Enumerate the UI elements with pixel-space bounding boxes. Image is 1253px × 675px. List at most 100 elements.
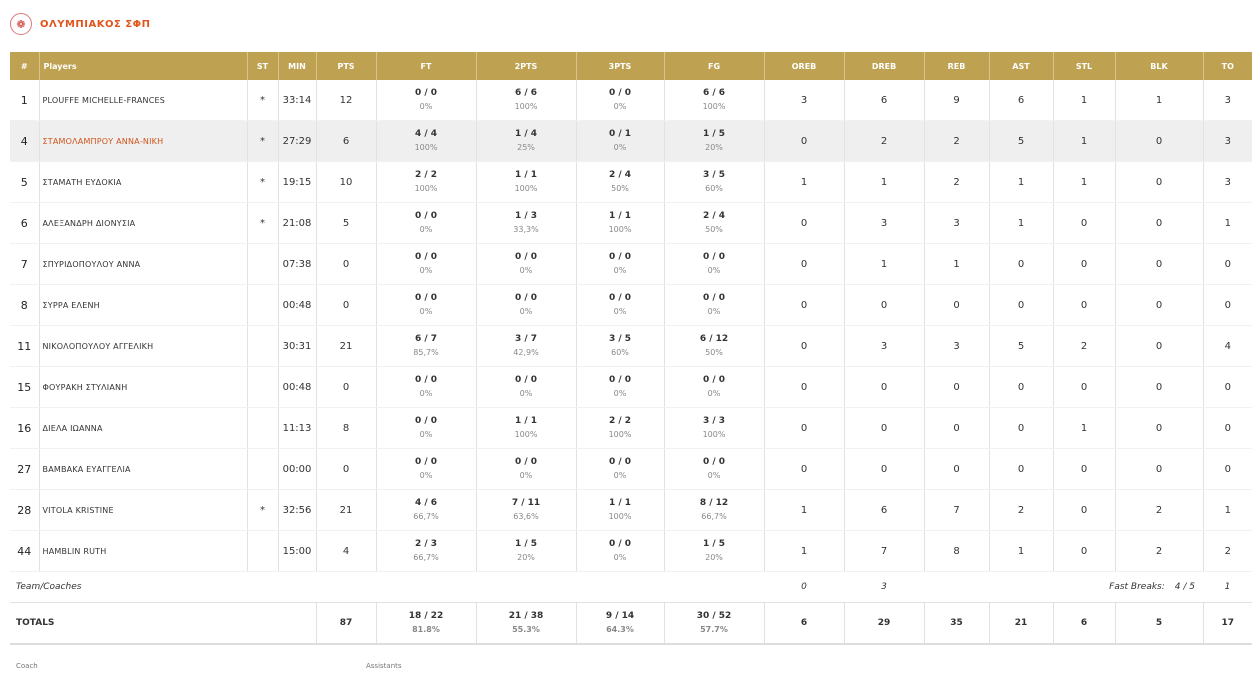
player-2pts-pct: 20% (517, 553, 535, 562)
player-stl: 2 (1052, 325, 1115, 367)
col-header-3pts[interactable]: 3PTS (575, 52, 664, 80)
player-fg: 0 / 0 0% (663, 284, 764, 326)
col-header-players[interactable]: Players (38, 52, 247, 80)
player-3pts-made: 0 / 0 (608, 252, 632, 262)
col-header-min[interactable]: MIN (277, 52, 316, 80)
player-name-link[interactable]: HAMBLIN RUTH (38, 530, 247, 572)
player-points: 5 (315, 202, 376, 244)
col-header-stl[interactable]: STL (1052, 52, 1115, 80)
player-fg: 6 / 6 100% (663, 80, 764, 121)
totals-2pts: 21 / 38 55.3% (475, 602, 576, 645)
col-header-fg[interactable]: FG (663, 52, 764, 80)
player-dreb: 2 (843, 120, 924, 162)
totals-fg-made: 30 / 52 (696, 611, 732, 621)
player-fg-made: 8 / 12 (699, 498, 729, 508)
player-name-link[interactable]: ΝΙΚΟΛΟΠΟΥΛΟΥ ΑΓΓΕΛΙΚΗ (38, 325, 247, 367)
player-minutes: 33:14 (277, 80, 316, 121)
player-2pts: 0 / 0 0% (475, 243, 576, 285)
player-blk: 0 (1114, 284, 1203, 326)
player-points: 0 (315, 284, 376, 326)
player-ast: 1 (988, 161, 1053, 203)
player-fg: 2 / 4 50% (663, 202, 764, 244)
player-2pts-made: 3 / 7 (514, 334, 538, 344)
player-stl: 0 (1052, 489, 1115, 531)
player-2pts-made: 0 / 0 (514, 457, 538, 467)
col-header-number[interactable]: # (10, 52, 39, 80)
player-reb: 2 (923, 120, 989, 162)
player-minutes: 07:38 (277, 243, 316, 285)
player-ast: 0 (988, 366, 1053, 408)
player-3pts: 0 / 0 0% (575, 80, 664, 121)
col-header-dreb[interactable]: DREB (843, 52, 924, 80)
player-fg: 3 / 3 100% (663, 407, 764, 449)
player-name-link[interactable]: ΣΤΑΜΟΛΑΜΠΡΟΥ ΑΝΝΑ-ΝΙΚΗ (38, 120, 247, 162)
player-fg-made: 0 / 0 (702, 375, 726, 385)
col-header-reb[interactable]: REB (923, 52, 989, 80)
player-minutes: 11:13 (277, 407, 316, 449)
col-header-pts[interactable]: PTS (315, 52, 376, 80)
player-fg-pct: 66,7% (701, 512, 727, 521)
player-ft-pct: 85,7% (413, 348, 439, 357)
player-2pts-pct: 0% (519, 266, 533, 275)
player-blk: 0 (1114, 407, 1203, 449)
player-name-link[interactable]: ΔΙΕΛΑ ΙΩΑΝΝΑ (38, 407, 247, 449)
totals-label: TOTALS (10, 602, 316, 645)
player-ast: 0 (988, 407, 1053, 449)
player-name-link[interactable]: ΒΑΜΒΑΚΑ ΕΥΑΓΓΕΛΙΑ (38, 448, 247, 490)
player-name-link[interactable]: PLOUFFE MICHELLE-FRANCES (38, 80, 247, 121)
player-stl: 1 (1052, 161, 1115, 203)
col-header-2pts[interactable]: 2PTS (475, 52, 576, 80)
player-2pts: 0 / 0 0% (475, 284, 576, 326)
player-to: 3 (1202, 120, 1252, 162)
player-3pts-made: 0 / 0 (608, 375, 632, 385)
player-number: 15 (10, 366, 39, 408)
player-name-link[interactable]: VITOLA KRISTINE (38, 489, 247, 531)
player-minutes: 27:29 (277, 120, 316, 162)
player-name-link[interactable]: ΦΟΥΡΑΚΗ ΣΤΥΛΙΑΝΗ (38, 366, 247, 408)
player-row: 8 ΣΥΡΡΑ ΕΛΕΝΗ 00:48 0 0 / 0 0% 0 / 0 0% 0 / 0 0% 0… (10, 284, 1252, 326)
player-points: 8 (315, 407, 376, 449)
player-stl: 0 (1052, 366, 1115, 408)
player-reb: 2 (923, 161, 989, 203)
player-name-link[interactable]: ΣΤΑΜΑΤΗ ΕΥΔΟΚΙΑ (38, 161, 247, 203)
player-row: 5 ΣΤΑΜΑΤΗ ΕΥΔΟΚΙΑ * 19:15 10 2 / 2 100% 1 / 1 10… (10, 161, 1252, 203)
team-dreb: 3 (844, 571, 924, 603)
player-points: 0 (315, 448, 376, 490)
player-reb: 1 (923, 243, 989, 285)
player-ft: 4 / 4 100% (375, 120, 476, 162)
col-header-ast[interactable]: AST (988, 52, 1053, 80)
col-header-ft[interactable]: FT (375, 52, 476, 80)
player-ft-made: 4 / 6 (414, 498, 438, 508)
player-fg-pct: 20% (705, 553, 723, 562)
player-stl: 0 (1052, 448, 1115, 490)
player-name-link[interactable]: ΣΥΡΡΑ ΕΛΕΝΗ (38, 284, 247, 326)
player-oreb: 1 (763, 161, 844, 203)
col-header-st[interactable]: ST (246, 52, 278, 80)
player-ast: 5 (988, 120, 1053, 162)
player-name-link[interactable]: ΣΠΥΡΙΔΟΠΟΥΛΟΥ ΑΝΝΑ (38, 243, 247, 285)
player-to: 1 (1202, 489, 1252, 531)
col-header-to[interactable]: TO (1202, 52, 1252, 80)
totals-3pts: 9 / 14 64.3% (575, 602, 664, 645)
player-ft-made: 0 / 0 (414, 457, 438, 467)
totals-reb: 35 (923, 602, 989, 645)
player-3pts-made: 0 / 0 (608, 457, 632, 467)
coach-label: Coach (16, 662, 38, 670)
player-ft: 0 / 0 0% (375, 448, 476, 490)
player-blk: 0 (1114, 120, 1203, 162)
player-points: 6 (315, 120, 376, 162)
player-fg: 0 / 0 0% (663, 366, 764, 408)
player-reb: 0 (923, 366, 989, 408)
player-fg-made: 6 / 12 (699, 334, 729, 344)
player-number: 4 (10, 120, 39, 162)
player-points: 0 (315, 366, 376, 408)
col-header-oreb[interactable]: OREB (763, 52, 844, 80)
totals-stl: 6 (1052, 602, 1115, 645)
player-points: 10 (315, 161, 376, 203)
player-row: 15 ΦΟΥΡΑΚΗ ΣΤΥΛΙΑΝΗ 00:48 0 0 / 0 0% 0 / 0 0% 0 … (10, 366, 1252, 408)
col-header-blk[interactable]: BLK (1114, 52, 1203, 80)
player-2pts: 0 / 0 0% (475, 366, 576, 408)
player-ft-pct: 66,7% (413, 553, 439, 562)
player-minutes: 15:00 (277, 530, 316, 572)
player-name-link[interactable]: ΑΛΕΞΑΝΔΡΗ ΔΙΟΝΥΣΙΑ (38, 202, 247, 244)
